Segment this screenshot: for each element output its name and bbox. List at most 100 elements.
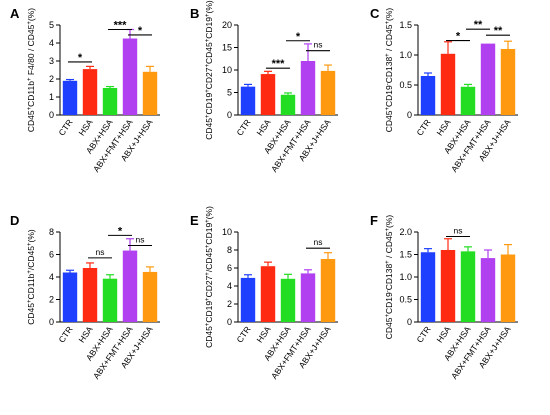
y-tick-label: 2 xyxy=(49,295,54,305)
bar-hsa xyxy=(440,250,456,322)
bar-abx-fmt-hsa xyxy=(300,61,316,115)
panel-letter: B xyxy=(190,6,199,21)
y-tick-label: 0 xyxy=(49,317,54,327)
y-tick-label: 4 xyxy=(49,272,54,282)
y-tick-label: 5 xyxy=(227,88,232,98)
y-tick-label: 6 xyxy=(227,263,232,273)
bar-ctr xyxy=(62,272,78,322)
significance-label: * xyxy=(456,31,461,43)
bar-abx-fmt-hsa xyxy=(300,273,316,322)
significance-label: ** xyxy=(474,19,483,31)
y-tick-label: 2 xyxy=(49,74,54,84)
y-axis-label: CD45+CD19+CD27+CD45+CD19+(%) xyxy=(204,0,214,140)
bar-abx-hsa xyxy=(460,251,476,322)
bar-abx-j-hsa xyxy=(320,259,336,322)
y-tick-label: 3 xyxy=(49,56,54,66)
bar-abx-hsa xyxy=(460,86,476,115)
x-tick-label: CTR xyxy=(414,324,432,344)
x-tick-label: HSA xyxy=(76,117,94,137)
x-tick-label: CTR xyxy=(56,324,74,344)
y-tick-label: 1.5 xyxy=(399,250,412,260)
significance-label: *** xyxy=(114,20,128,32)
significance-label: * xyxy=(138,25,143,37)
bar-abx-fmt-hsa xyxy=(122,38,138,115)
bar-abx-fmt-hsa xyxy=(122,250,138,322)
y-tick-label: 0.5 xyxy=(399,80,412,90)
panel-letter: A xyxy=(10,6,20,21)
bar-hsa xyxy=(260,74,276,115)
y-tick-label: 10 xyxy=(222,65,232,75)
significance-label: ns xyxy=(454,226,463,236)
y-tick-label: 0 xyxy=(49,110,54,120)
x-tick-label: HSA xyxy=(254,324,272,344)
bar-abx-j-hsa xyxy=(320,70,336,115)
y-tick-label: 1.0 xyxy=(399,50,412,60)
significance-label: *** xyxy=(272,58,286,70)
y-axis-label: CD45+CD11b+/CD45+(%) xyxy=(26,229,36,325)
x-tick-label: CTR xyxy=(234,324,252,344)
bar-abx-j-hsa xyxy=(500,49,516,115)
y-tick-label: 8 xyxy=(227,245,232,255)
panel-b: B 0 5 10 15 20 CD45+CD19+CD27+CD45+CD19+(%) CTR… xyxy=(190,0,338,174)
y-tick-label: 2.0 xyxy=(399,227,412,237)
x-tick-label: HSA xyxy=(254,117,272,137)
y-tick-label: 5 xyxy=(49,20,54,30)
bar-ctr xyxy=(62,80,78,115)
significance-label: * xyxy=(296,31,301,43)
y-tick-label: 2 xyxy=(227,299,232,309)
bar-abx-hsa xyxy=(280,94,296,115)
y-tick-label: 1.0 xyxy=(399,272,412,282)
panel-f: F 0 0.5 1.0 1.5 2.0 CD45+CD19-CD138+ / CD45+(%… xyxy=(370,213,518,381)
y-tick-label: 0 xyxy=(407,317,412,327)
bar-hsa xyxy=(260,266,276,322)
bar-hsa xyxy=(440,53,456,115)
y-axis-label: CD45+CD19-CD138+ / CD45+(%) xyxy=(384,8,394,133)
significance-label: ** xyxy=(494,25,503,37)
panel-letter: C xyxy=(370,6,380,21)
y-tick-label: 1 xyxy=(49,92,54,102)
x-tick-label: HSA xyxy=(434,117,452,137)
significance-label: ns xyxy=(314,40,323,50)
panel-a: A 0 1 2 3 4 5 CD45+CD11b+ F4/80 / CD45+(%) CTR HS… xyxy=(10,6,160,174)
bar-ctr xyxy=(240,277,256,322)
y-tick-label: 15 xyxy=(222,43,232,53)
significance-label: ns xyxy=(314,237,323,247)
panel-letter: E xyxy=(190,213,199,228)
panel-e: E 0 2 4 6 8 10 CD45+CD19+CD27+/CD45+CD19+(%) CTR… xyxy=(190,206,338,381)
y-tick-label: 0 xyxy=(227,110,232,120)
bar-abx-j-hsa xyxy=(142,71,158,115)
y-tick-label: 0.5 xyxy=(399,295,412,305)
y-tick-label: 1.5 xyxy=(399,20,412,30)
bar-abx-hsa xyxy=(280,278,296,322)
x-tick-label: CTR xyxy=(56,117,74,137)
panel-letter: F xyxy=(370,213,378,228)
y-axis-label: CD45+CD19+CD27+/CD45+CD19+(%) xyxy=(204,206,214,348)
y-tick-label: 0 xyxy=(407,110,412,120)
bar-abx-j-hsa xyxy=(142,271,158,322)
bar-hsa xyxy=(82,69,98,115)
bar-ctr xyxy=(420,76,436,115)
y-tick-label: 4 xyxy=(49,38,54,48)
y-tick-label: 0 xyxy=(227,317,232,327)
y-axis-label: CD45+CD11b+ F4/80 / CD45+(%) xyxy=(26,8,36,132)
bar-abx-hsa xyxy=(102,278,118,322)
y-tick-label: 6 xyxy=(49,250,54,260)
bar-abx-j-hsa xyxy=(500,254,516,322)
y-tick-label: 20 xyxy=(222,20,232,30)
y-tick-label: 10 xyxy=(222,227,232,237)
significance-label: ns xyxy=(136,235,145,245)
bar-abx-fmt-hsa xyxy=(480,43,496,115)
bar-abx-hsa xyxy=(102,88,118,115)
x-tick-label: HSA xyxy=(76,324,94,344)
panel-c: C 0 0.5 1.0 1.5 CD45+CD19-CD138+ / CD45+(%) CT… xyxy=(370,6,518,174)
panel-letter: D xyxy=(10,213,19,228)
x-tick-label: CTR xyxy=(414,117,432,137)
bar-ctr xyxy=(420,252,436,322)
bar-hsa xyxy=(82,268,98,322)
bar-abx-fmt-hsa xyxy=(480,258,496,322)
bar-ctr xyxy=(240,86,256,115)
significance-label: * xyxy=(78,52,83,64)
x-tick-label: HSA xyxy=(434,324,452,344)
